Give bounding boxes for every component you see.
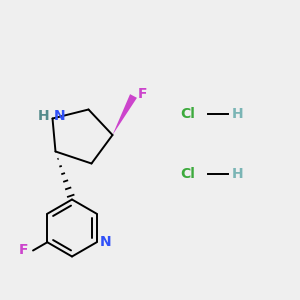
Text: Cl: Cl [180, 107, 195, 121]
Polygon shape [112, 94, 137, 135]
Text: Cl: Cl [180, 167, 195, 181]
Text: F: F [19, 244, 28, 257]
Text: H: H [38, 109, 50, 122]
Text: F: F [138, 88, 147, 101]
Text: H: H [232, 107, 243, 121]
Text: N: N [54, 109, 66, 122]
Text: H: H [232, 167, 243, 181]
Text: N: N [99, 235, 111, 249]
